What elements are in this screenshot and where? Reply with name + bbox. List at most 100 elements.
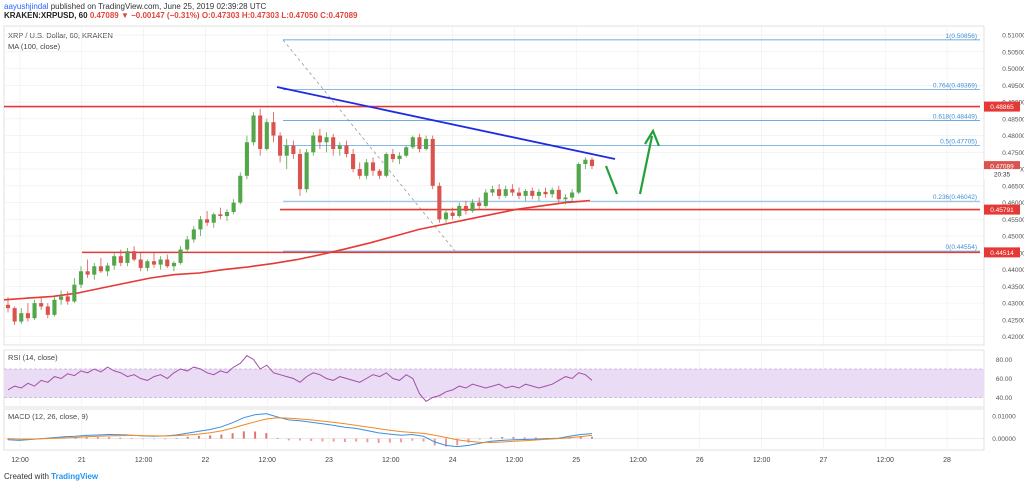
created-with-text: Created with xyxy=(4,472,49,481)
rsi-tick-label: 40.00 xyxy=(996,395,1013,402)
macd-histogram-bar xyxy=(422,438,425,442)
price-badge-label: 0.47089 xyxy=(990,164,1014,171)
candle xyxy=(218,207,223,220)
macd-histogram-bar xyxy=(254,431,257,439)
rsi-line xyxy=(7,355,593,402)
price-chart[interactable]: 12:00 21 12:00 22 12:00 23 12:00 24 12:00 25 12:00… xyxy=(0,0,1024,470)
candle-body xyxy=(158,259,163,265)
y-tick-label: 0.45500 xyxy=(1002,217,1024,224)
candle xyxy=(437,182,442,223)
candle-body xyxy=(589,159,595,167)
macd-histogram-bar xyxy=(310,438,313,441)
x-tick-label: 12:00 xyxy=(11,457,29,464)
candle xyxy=(258,108,263,156)
candle xyxy=(523,189,528,201)
macd-histogram-bar xyxy=(108,437,111,439)
price-badge-label: 0.45791 xyxy=(990,207,1014,214)
macd-histogram-bar xyxy=(242,431,245,439)
x-tick-label: 22 xyxy=(202,457,210,464)
footer: Created with TradingView xyxy=(4,472,98,481)
candle-body xyxy=(65,296,70,302)
price-badge: 0.47089 xyxy=(984,161,1020,172)
candle xyxy=(297,148,303,196)
candle xyxy=(138,252,143,272)
y-tick-label: 0.42500 xyxy=(1002,317,1024,324)
x-tick-label: 24 xyxy=(449,457,457,464)
candle-body xyxy=(497,189,502,196)
candle-body xyxy=(457,205,462,216)
rsi-band xyxy=(4,369,984,398)
price-badge: 20:35 xyxy=(984,169,1020,180)
candle xyxy=(556,185,561,203)
candle-body xyxy=(583,159,588,165)
rsi-tick-label: 80.00 xyxy=(996,357,1013,364)
fib-level-label: 0.764(0.49369) xyxy=(933,83,977,90)
candle-body xyxy=(550,189,555,195)
author-link[interactable]: aayushjindal xyxy=(4,2,49,11)
candle xyxy=(45,303,50,319)
macd-histogram-bar xyxy=(153,438,155,440)
candle-body xyxy=(324,137,329,143)
y-tick-label: 0.47500 xyxy=(1002,150,1024,157)
upper-trendline xyxy=(276,86,616,160)
candle xyxy=(125,247,130,267)
candle-body xyxy=(450,212,455,216)
candle xyxy=(477,197,482,210)
candle xyxy=(483,189,488,208)
candle-body xyxy=(284,145,289,156)
ma-legend-label: MA (100, close) xyxy=(8,42,61,51)
candle-body xyxy=(45,306,50,315)
arrow-up-stroke xyxy=(638,135,654,195)
macd-tick-label: 0.01000 xyxy=(992,413,1016,420)
ohlc-text: 0.47089 ▼ −0.00147 (−0.31%) O:0.47303 H:… xyxy=(89,11,358,20)
candle xyxy=(370,157,376,176)
fib-level-label: 1(0.50856) xyxy=(946,33,977,40)
candle xyxy=(397,152,402,165)
macd-histogram-bar xyxy=(175,437,178,439)
price-badge-label: 0.48865 xyxy=(990,104,1014,111)
candle-body xyxy=(125,251,130,263)
candle-body xyxy=(410,137,415,148)
candle-body xyxy=(244,142,249,176)
candle-body xyxy=(138,259,143,268)
candle xyxy=(583,157,588,170)
candle xyxy=(337,142,342,156)
x-tick-label: 12:00 xyxy=(876,457,894,464)
candle-body xyxy=(132,251,137,260)
x-tick-label: 25 xyxy=(572,457,580,464)
candle xyxy=(304,148,309,193)
candle-body xyxy=(112,256,117,266)
candle xyxy=(25,303,30,322)
candle-body xyxy=(19,313,24,322)
candle xyxy=(185,236,190,253)
candle-body xyxy=(576,164,581,193)
candle xyxy=(490,185,495,196)
published-text: published on TradingView.com, June 25, 2… xyxy=(50,2,267,11)
candle xyxy=(205,210,210,227)
candle-body xyxy=(105,265,110,272)
candle-body xyxy=(297,154,303,190)
candle-body xyxy=(98,266,103,272)
y-tick-label: 0.48500 xyxy=(1002,116,1024,123)
candle xyxy=(271,112,276,143)
candle xyxy=(404,145,409,158)
x-tick-label: 12:00 xyxy=(382,457,400,464)
macd-histogram-bar xyxy=(186,436,189,439)
candle-body xyxy=(390,154,395,160)
candle-body xyxy=(543,191,548,195)
macd-histogram-bar xyxy=(220,434,223,439)
candle xyxy=(344,140,349,158)
candle xyxy=(231,199,236,215)
candle-body xyxy=(370,162,376,171)
candle xyxy=(424,135,429,151)
candle-body xyxy=(556,189,561,200)
y-tick-label: 0.44000 xyxy=(1002,267,1024,274)
macd-histogram-bar xyxy=(478,438,481,440)
candle-body xyxy=(52,299,57,315)
price-badge: 0.44514 xyxy=(984,247,1020,258)
macd-histogram-bar xyxy=(591,436,593,439)
candle xyxy=(98,257,103,273)
tradingview-brand[interactable]: TradingView xyxy=(51,472,99,481)
macd-histogram-bar xyxy=(579,436,582,439)
price-badge: 0.45791 xyxy=(984,204,1020,215)
